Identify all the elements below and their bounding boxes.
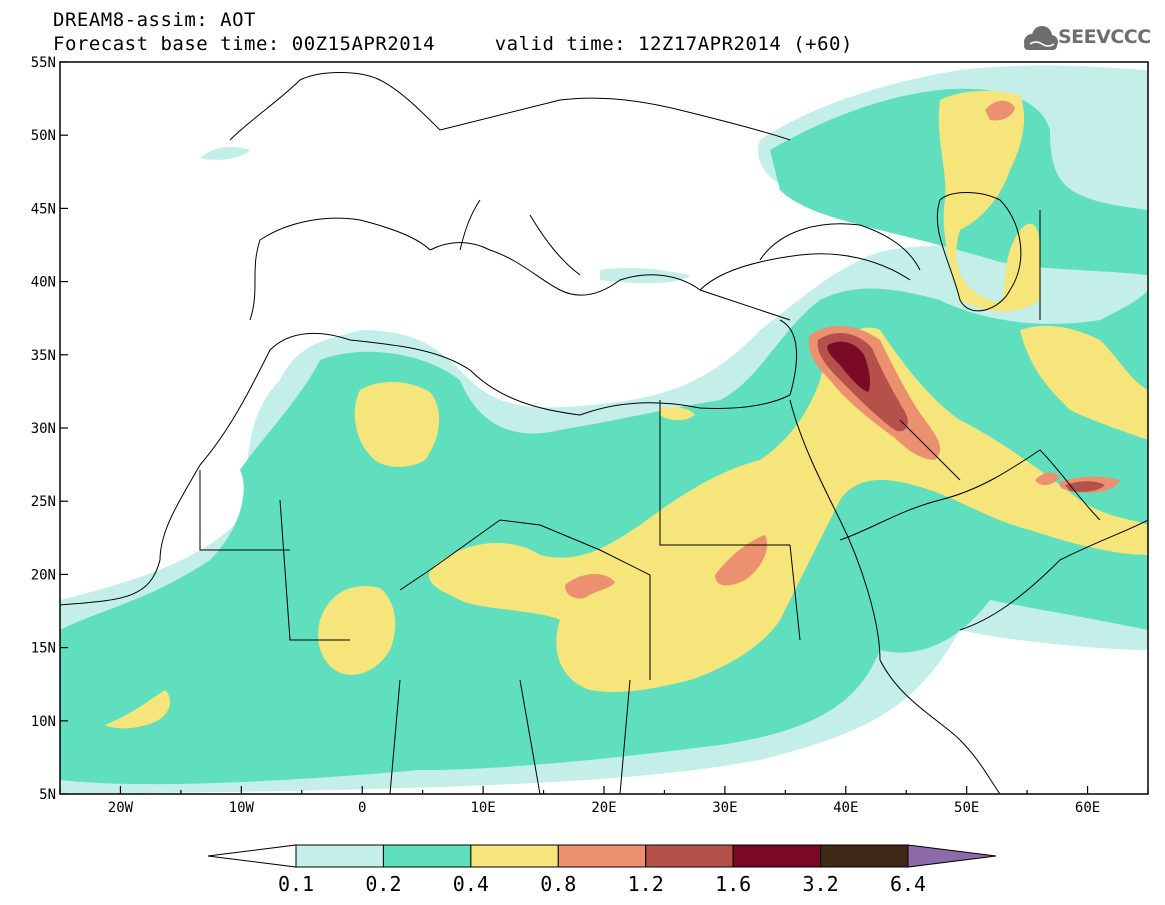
latitude-ticks xyxy=(60,61,68,795)
longitude-labels: 20W 10W 0 10E 20E 30E 40E 50E 60E xyxy=(108,800,1100,816)
colorbar-label: 0.4 xyxy=(452,872,489,896)
map-title: DREAM8-assim: AOT xyxy=(53,9,256,31)
lon-tick-label: 20W xyxy=(108,800,134,816)
lon-tick-label: 10E xyxy=(470,800,495,816)
colorbar-label: 6.4 xyxy=(889,872,927,896)
aot-band-0.4 xyxy=(105,90,1148,729)
colorbar-under-triangle xyxy=(207,844,297,868)
forecast-time-subtitle: Forecast base time: 00Z15APR2014 valid t… xyxy=(53,33,853,55)
colorbar-label: 3.2 xyxy=(802,872,839,896)
colorbar-label: 0.8 xyxy=(540,872,577,896)
colorbar-box xyxy=(295,844,384,868)
colorbar-label: 1.6 xyxy=(715,872,752,896)
longitude-ticks xyxy=(59,786,1149,794)
lat-tick-label: 40N xyxy=(31,275,56,291)
lon-tick-label: 40E xyxy=(833,800,858,816)
colorbar-over-triangle xyxy=(907,844,997,868)
colorbar-label: 0.1 xyxy=(277,872,315,896)
lat-tick-label: 35N xyxy=(31,348,56,364)
lat-tick-label: 55N xyxy=(31,55,56,71)
colorbar-box xyxy=(732,844,822,868)
aot-colorbar xyxy=(207,844,997,868)
coastlines xyxy=(60,72,1148,794)
lat-tick-label: 45N xyxy=(31,201,56,217)
lat-tick-label: 50N xyxy=(31,128,56,144)
lon-tick-label: 60E xyxy=(1075,800,1100,816)
colorbar-box xyxy=(382,844,472,868)
latitude-labels: 55N 50N 45N 40N 35N 30N 25N 20N 15N 10N 5N xyxy=(31,55,56,803)
aot-band-1.6 xyxy=(827,341,871,392)
lat-tick-label: 15N xyxy=(31,641,56,657)
lon-tick-label: 50E xyxy=(954,800,979,816)
lat-tick-label: 20N xyxy=(31,567,56,583)
logo-text: SEEVCCC xyxy=(1058,26,1151,48)
colorbar-label: 1.2 xyxy=(627,872,664,896)
colorbar-box xyxy=(820,844,909,868)
lon-tick-label: 30E xyxy=(712,800,737,816)
colorbar-label: 0.2 xyxy=(365,872,402,896)
colorbar-box xyxy=(645,844,734,868)
lon-tick-label: 10W xyxy=(229,800,255,816)
lat-tick-label: 30N xyxy=(31,421,56,437)
lon-tick-label: 20E xyxy=(591,800,616,816)
colorbar-box xyxy=(557,844,647,868)
lat-tick-label: 25N xyxy=(31,494,56,510)
lat-tick-label: 5N xyxy=(39,787,56,803)
seevccc-logo xyxy=(1024,26,1058,50)
lon-tick-label: 0 xyxy=(358,800,366,816)
colorbar-box xyxy=(470,844,559,868)
lat-tick-label: 10N xyxy=(31,714,56,730)
